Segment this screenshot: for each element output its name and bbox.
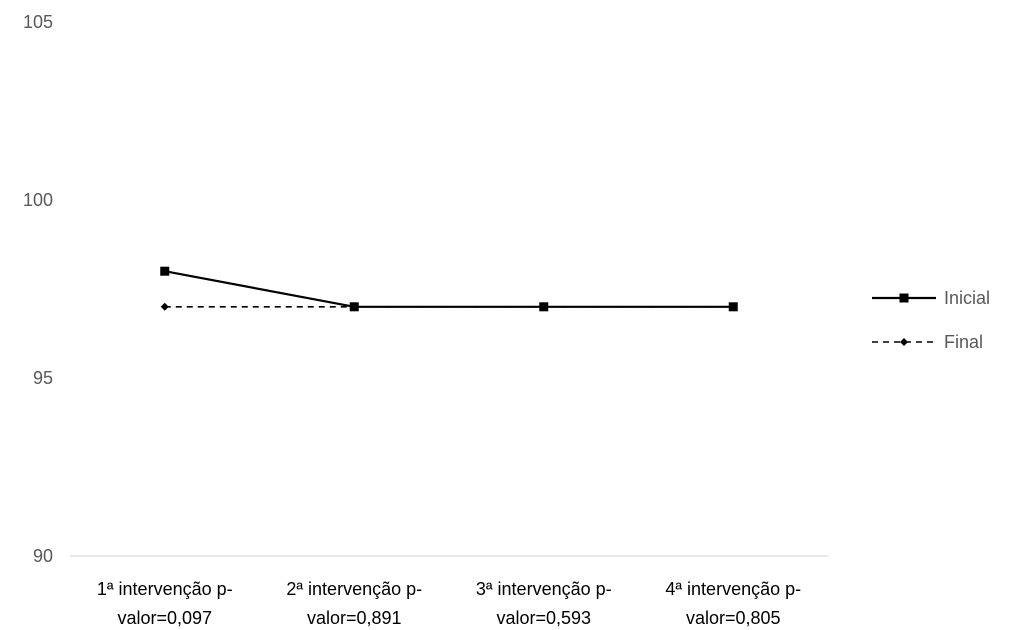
series-line-inicial — [164, 270, 734, 308]
data-point-inicial — [349, 302, 359, 312]
y-axis-ticks: 90 95 100 105 — [23, 12, 53, 566]
x-tick-label: 1ª intervenção p-valor=0,097 — [97, 579, 233, 628]
series-layer — [160, 266, 738, 312]
y-tick-label: 105 — [23, 12, 53, 32]
x-tick-label: 2ª intervenção p-valor=0,891 — [286, 579, 422, 628]
series-inicial — [160, 266, 738, 312]
x-axis-labels: 1ª intervenção p-valor=0,097 2ª intervenç… — [97, 579, 801, 628]
x-tick-label-line2: valor=0,891 — [307, 608, 402, 628]
x-tick-label: 3ª intervenção p-valor=0,593 — [476, 579, 612, 628]
x-tick-label-line2: valor=0,097 — [117, 608, 212, 628]
legend-label: Inicial — [944, 288, 990, 308]
y-tick-label: 100 — [23, 190, 53, 210]
legend: Inicial Final — [872, 288, 990, 352]
x-tick-label-line1: 4ª intervenção p- — [665, 579, 801, 599]
x-tick-label-line1: 3ª intervenção p- — [476, 579, 612, 599]
legend-marker — [900, 338, 908, 346]
x-tick-label-line2: valor=0,805 — [686, 608, 781, 628]
x-tick-label-line1: 1ª intervenção p- — [97, 579, 233, 599]
data-point-inicial — [539, 302, 549, 312]
y-tick-label: 90 — [33, 546, 53, 566]
y-tick-label: 95 — [33, 368, 53, 388]
legend-item-inicial: Inicial — [872, 288, 990, 308]
x-tick-label-line2: valor=0,593 — [496, 608, 591, 628]
legend-item-final: Final — [872, 332, 983, 352]
legend-marker — [899, 293, 909, 303]
data-point-inicial — [160, 266, 170, 276]
x-tick-label-line1: 2ª intervenção p- — [286, 579, 422, 599]
data-point-inicial — [728, 302, 738, 312]
data-point-final — [160, 302, 169, 311]
x-tick-label: 4ª intervenção p-valor=0,805 — [665, 579, 801, 628]
legend-label: Final — [944, 332, 983, 352]
